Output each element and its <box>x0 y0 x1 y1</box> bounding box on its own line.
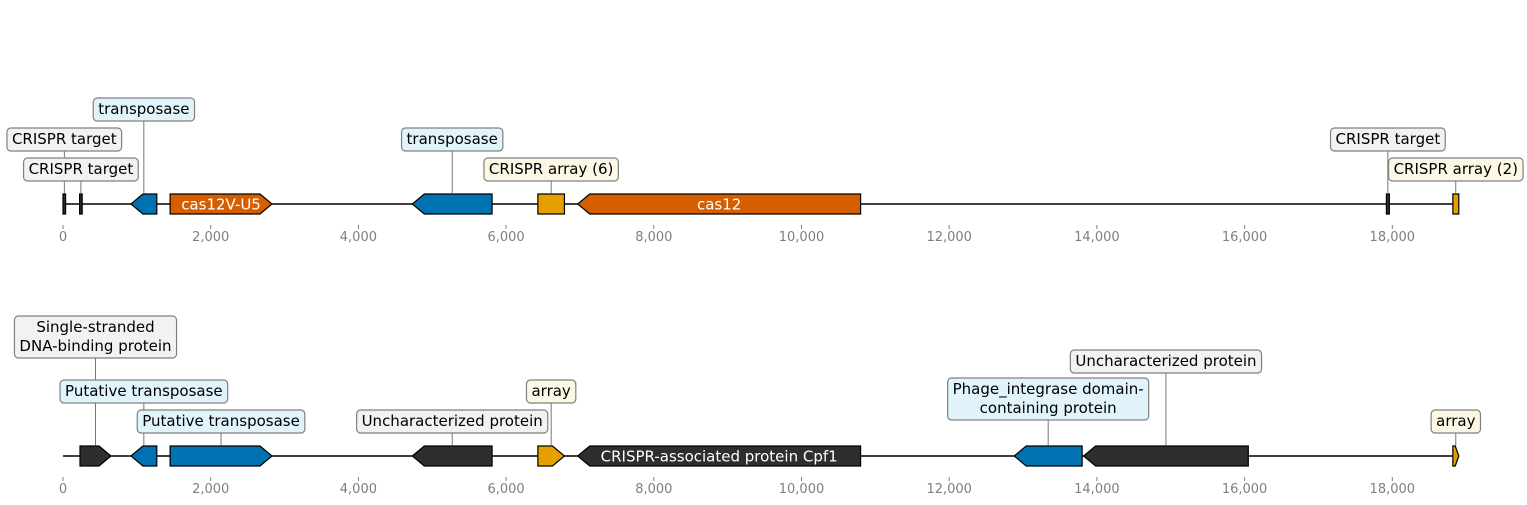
feature-label: Uncharacterized protein <box>1075 352 1256 370</box>
feature-label-box <box>136 409 306 434</box>
feature-label-box <box>947 377 1150 421</box>
tick-label: 12,000 <box>926 482 972 497</box>
feature-label: array <box>531 382 570 400</box>
feature-label-box <box>1387 157 1524 182</box>
feature-inline-label: cas12 <box>697 196 741 214</box>
feature-arrow[interactable] <box>79 445 112 467</box>
feature-inline-label: cas12V-U5 <box>181 196 261 214</box>
feature-arrow[interactable] <box>1452 193 1460 215</box>
feature-arrow[interactable] <box>169 193 273 215</box>
tick-label: 0 <box>59 230 67 245</box>
tick-label: 14,000 <box>1074 230 1120 245</box>
tick-label: 6,000 <box>487 482 524 497</box>
feature-label-box <box>483 157 619 182</box>
tick-label: 18,000 <box>1370 482 1416 497</box>
tick-label: 16,000 <box>1222 230 1268 245</box>
tick-label: 12,000 <box>926 230 972 245</box>
tick-label: 4,000 <box>340 482 377 497</box>
feature-arrow[interactable] <box>537 193 566 215</box>
feature-label-box <box>1329 127 1446 152</box>
feature-label: array <box>1436 412 1475 430</box>
feature-label-box <box>59 379 229 404</box>
feature-arrow[interactable] <box>1385 193 1390 215</box>
tick-label: 10,000 <box>779 482 825 497</box>
feature-label-box <box>355 409 549 434</box>
tick-label: 4,000 <box>340 230 377 245</box>
feature-label: CRISPR target <box>29 160 134 178</box>
tick-label: 8,000 <box>635 482 672 497</box>
feature-arrow[interactable] <box>62 193 67 215</box>
feature-arrow[interactable] <box>411 193 493 215</box>
feature-arrow[interactable] <box>537 445 566 467</box>
feature-arrow[interactable] <box>1082 445 1249 467</box>
feature-label: CRISPR array (2) <box>1394 160 1518 178</box>
feature-label: transposase <box>407 130 498 148</box>
feature-arrow[interactable] <box>411 445 493 467</box>
feature-label: Putative transposase <box>142 412 300 430</box>
feature-label-box <box>1069 349 1263 374</box>
feature-arrow[interactable] <box>130 445 158 467</box>
tick-label: 10,000 <box>779 230 825 245</box>
feature-label-box <box>6 127 123 152</box>
tick-label: 18,000 <box>1370 230 1416 245</box>
feature-label-box <box>525 379 577 404</box>
track-bottom: 0 2,000 4,000 6,000 8,000 10,000 12,000 14,000 1… <box>13 315 1482 497</box>
feature-label: Putative transposase <box>65 382 223 400</box>
feature-arrow[interactable] <box>576 445 862 467</box>
tick-label: 2,000 <box>192 230 229 245</box>
feature-label-box <box>13 315 178 359</box>
tick-label: 6,000 <box>487 230 524 245</box>
feature-arrow[interactable] <box>576 193 862 215</box>
feature-label: Phage_integrase domain-containing protei… <box>953 380 1144 417</box>
feature-label-box <box>1430 409 1482 434</box>
feature-arrow[interactable] <box>1452 445 1460 467</box>
tick-label: 14,000 <box>1074 482 1120 497</box>
feature-label: transposase <box>98 100 189 118</box>
feature-arrow[interactable] <box>169 445 273 467</box>
feature-label: CRISPR array (6) <box>489 160 613 178</box>
feature-label: Uncharacterized protein <box>362 412 543 430</box>
feature-label: CRISPR target <box>12 130 117 148</box>
feature-inline-label: CRISPR-associated protein Cpf1 <box>601 448 838 466</box>
track-top: 0 2,000 4,000 6,000 8,000 10,000 12,000 14,000 1… <box>6 97 1524 245</box>
feature-label: CRISPR target <box>1336 130 1441 148</box>
feature-label-box <box>400 127 504 152</box>
tick-label: 16,000 <box>1222 482 1268 497</box>
feature-label-box <box>22 157 139 182</box>
tick-label: 8,000 <box>635 230 672 245</box>
tick-label: 2,000 <box>192 482 229 497</box>
feature-arrow[interactable] <box>130 193 158 215</box>
feature-arrow[interactable] <box>1013 445 1083 467</box>
feature-arrow[interactable] <box>79 193 83 215</box>
tick-label: 0 <box>59 482 67 497</box>
feature-label-box <box>92 97 196 122</box>
feature-label: Single-stranded DNA-binding protein <box>19 318 171 355</box>
